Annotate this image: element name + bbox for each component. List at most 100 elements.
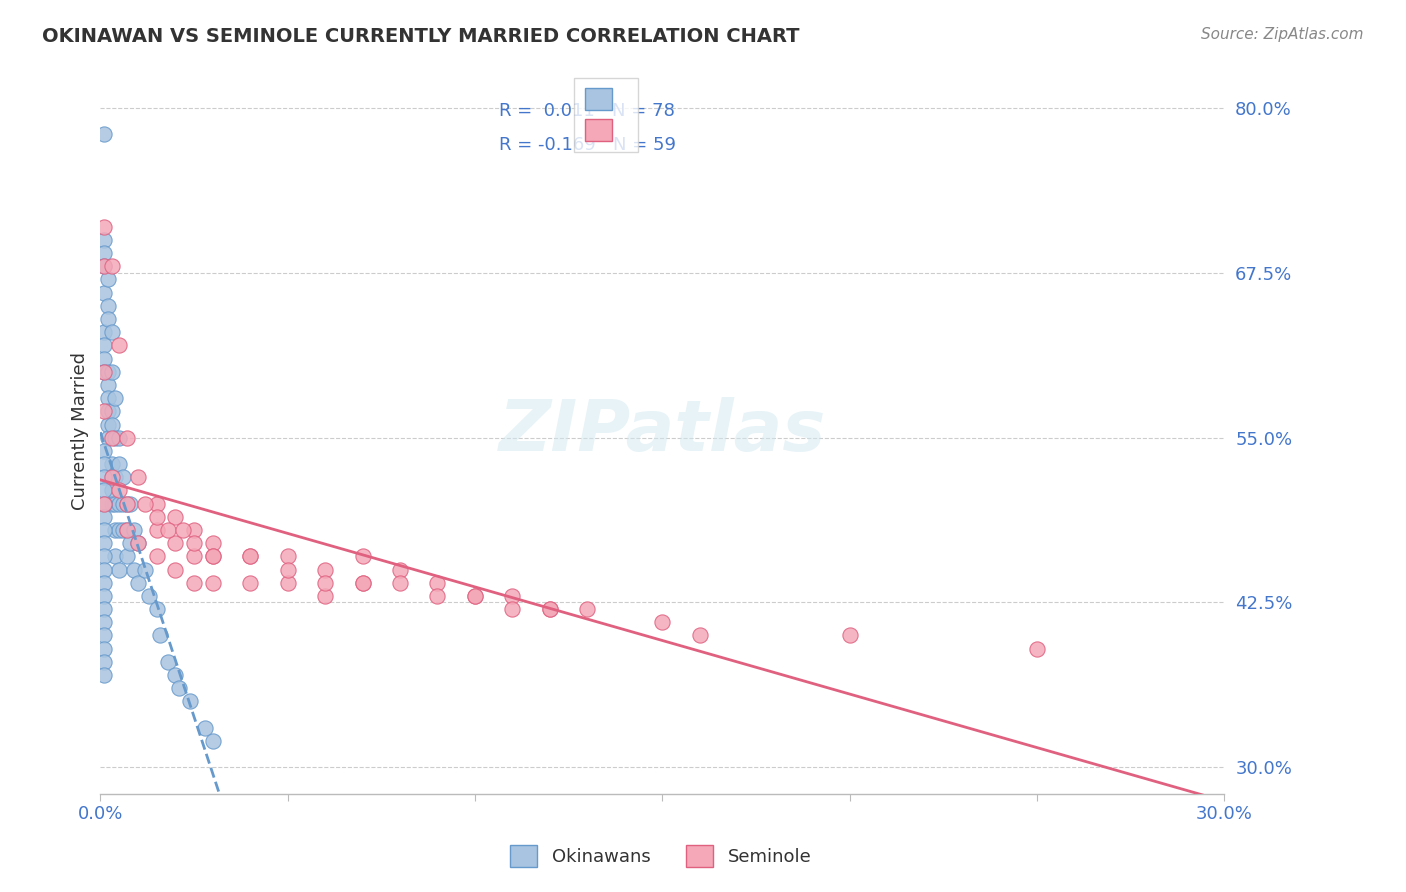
Point (97, 299, 120, 313)
Point (104, 497, 127, 511)
Legend: Okinawans, Seminole: Okinawans, Seminole (503, 838, 818, 874)
Point (93, 523, 115, 537)
Point (314, 562, 336, 576)
Point (93, 668, 115, 682)
Point (352, 575, 374, 590)
Point (93, 497, 115, 511)
Point (97, 378, 120, 392)
Point (183, 536, 205, 550)
Point (165, 509, 187, 524)
Point (93, 641, 115, 656)
Point (93, 365, 115, 379)
Point (104, 523, 127, 537)
Point (120, 536, 142, 550)
Point (104, 470, 127, 484)
Point (93, 128, 115, 142)
Point (97, 365, 120, 379)
Point (97, 431, 120, 445)
Point (93, 589, 115, 603)
Point (464, 589, 486, 603)
Point (156, 655, 179, 669)
Point (111, 523, 134, 537)
Point (108, 457, 131, 471)
Point (108, 523, 131, 537)
Point (93, 628, 115, 642)
Point (165, 562, 187, 576)
Point (134, 497, 156, 511)
Point (100, 404, 122, 418)
Point (104, 431, 127, 445)
Y-axis label: Currently Married: Currently Married (72, 352, 89, 510)
Text: ZIPatlas: ZIPatlas (499, 397, 825, 466)
Text: Source: ZipAtlas.com: Source: ZipAtlas.com (1201, 27, 1364, 42)
Point (93, 325, 115, 339)
Point (115, 523, 138, 537)
Point (93, 285, 115, 300)
Point (100, 457, 122, 471)
Point (201, 536, 224, 550)
Point (389, 575, 412, 590)
Point (93, 536, 115, 550)
Point (352, 549, 374, 564)
Point (104, 391, 127, 405)
Point (104, 549, 127, 564)
Point (651, 615, 673, 630)
Text: R =  0.011   N = 78: R = 0.011 N = 78 (499, 102, 675, 120)
Point (93, 457, 115, 471)
Point (93, 365, 115, 379)
Point (538, 602, 561, 616)
Point (100, 497, 122, 511)
Point (838, 628, 860, 642)
Point (127, 575, 149, 590)
Point (93, 219, 115, 234)
Point (239, 575, 262, 590)
Point (201, 575, 224, 590)
Point (156, 523, 179, 537)
Point (122, 562, 145, 576)
Point (239, 549, 262, 564)
Point (100, 325, 122, 339)
Point (239, 549, 262, 564)
Point (93, 562, 115, 576)
Point (1025, 641, 1047, 656)
Point (277, 575, 299, 590)
Point (149, 628, 172, 642)
Point (352, 575, 374, 590)
Point (127, 536, 149, 550)
Point (314, 589, 336, 603)
Point (576, 602, 599, 616)
Point (145, 602, 167, 616)
Point (115, 549, 138, 564)
Point (277, 549, 299, 564)
Point (111, 497, 134, 511)
Point (145, 549, 167, 564)
Point (115, 431, 138, 445)
Point (138, 589, 160, 603)
Point (93, 404, 115, 418)
Legend: , : , (575, 78, 638, 153)
Point (93, 246, 115, 260)
Point (100, 365, 122, 379)
Point (314, 575, 336, 590)
Point (145, 509, 167, 524)
Point (389, 562, 412, 576)
Point (93, 575, 115, 590)
Point (183, 549, 205, 564)
Point (108, 431, 131, 445)
Point (100, 417, 122, 432)
Point (100, 260, 122, 274)
Point (179, 694, 201, 708)
Point (108, 562, 131, 576)
Point (201, 734, 224, 748)
Point (100, 431, 122, 445)
Point (108, 338, 131, 352)
Point (122, 523, 145, 537)
Point (93, 549, 115, 564)
Point (97, 272, 120, 286)
Point (426, 589, 449, 603)
Point (167, 681, 190, 696)
Point (97, 404, 120, 418)
Point (93, 260, 115, 274)
Point (93, 443, 115, 458)
Point (165, 668, 187, 682)
